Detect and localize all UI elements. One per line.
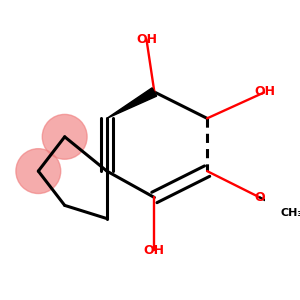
- Text: CH₃: CH₃: [280, 208, 300, 218]
- Text: OH: OH: [255, 85, 276, 98]
- Text: O: O: [254, 191, 265, 204]
- Text: OH: OH: [144, 244, 165, 257]
- Circle shape: [16, 149, 61, 194]
- Text: OH: OH: [136, 33, 157, 46]
- Circle shape: [42, 114, 87, 159]
- Polygon shape: [107, 88, 157, 118]
